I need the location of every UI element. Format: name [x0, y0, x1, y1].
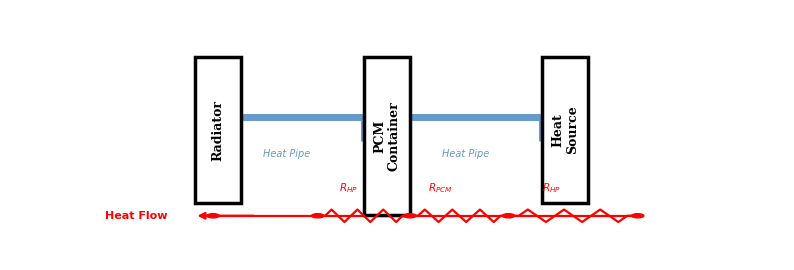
Circle shape [631, 214, 644, 218]
Text: $R_{PCM}$: $R_{PCM}$ [429, 181, 453, 195]
Bar [364, 57, 410, 215]
Circle shape [404, 214, 416, 218]
Circle shape [311, 214, 324, 218]
Text: Heat Pipe: Heat Pipe [441, 149, 489, 159]
Bar [195, 57, 241, 203]
Circle shape [503, 214, 515, 218]
Bar [542, 57, 588, 203]
Text: Radiator: Radiator [211, 100, 224, 161]
Text: $R_{HP}$: $R_{HP}$ [339, 181, 358, 195]
Text: Heat Flow: Heat Flow [106, 211, 168, 221]
Text: $R_{HP}$: $R_{HP}$ [542, 181, 561, 195]
Circle shape [207, 214, 219, 218]
Text: Heat
Source: Heat Source [551, 106, 580, 154]
Text: PCM
Container: PCM Container [373, 102, 401, 171]
Text: Heat Pipe: Heat Pipe [264, 149, 310, 159]
